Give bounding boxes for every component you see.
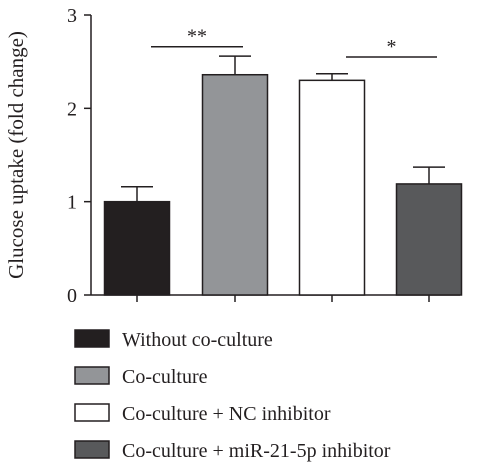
y-axis-title: Glucose uptake (fold change)	[4, 31, 28, 279]
legend-label: Co-culture	[122, 366, 208, 388]
x-axis	[91, 294, 460, 302]
error-bars	[121, 55, 445, 202]
bar	[298, 79, 366, 296]
bar	[201, 73, 269, 296]
y-tick-label: 1	[67, 192, 77, 214]
y-tick-label: 0	[67, 285, 77, 307]
legend-label: Without co-culture	[122, 329, 273, 351]
significance-label: *	[387, 36, 397, 58]
bar	[103, 200, 171, 296]
legend-swatch	[74, 403, 110, 422]
bars	[103, 73, 463, 296]
significance-annotations: ** *	[151, 26, 437, 58]
legend-label: Co-culture + NC inhibitor	[122, 403, 331, 425]
bar	[395, 183, 463, 296]
y-axis: 0 1 2 3 Glucose uptake (fold change)	[4, 5, 92, 307]
significance-label: **	[187, 26, 207, 48]
legend: Without co-culture Co-culture Co-culture +…	[74, 329, 391, 462]
y-tick-label: 2	[67, 98, 77, 120]
legend-swatch	[74, 440, 110, 459]
legend-label: Co-culture + miR-21-5p inhibitor	[122, 440, 391, 462]
legend-swatch	[74, 329, 110, 348]
y-tick-label: 3	[67, 5, 77, 27]
legend-swatch	[74, 366, 110, 385]
